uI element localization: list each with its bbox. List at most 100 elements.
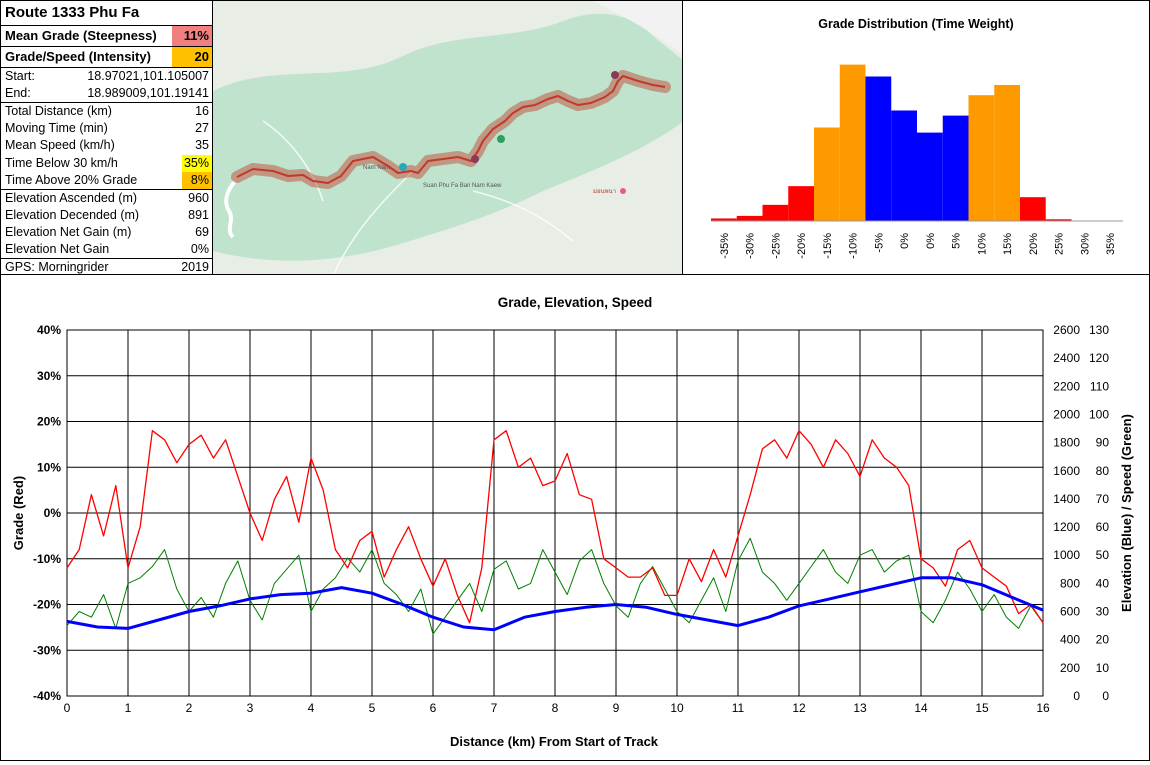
route-map[interactable]: Suan Phu Fa Ban Nam Kaew Nam Nam ม่อนพนา (212, 0, 683, 275)
map-canvas[interactable]: Suan Phu Fa Ban Nam Kaew Nam Nam ม่อนพนา (213, 1, 683, 275)
left-tick-label: 40% (37, 323, 61, 337)
stats-title-row: Route 1333 Phu Fa (1, 2, 212, 24)
left-tick-label: 20% (37, 415, 61, 429)
histogram-bar (1045, 219, 1072, 221)
mean-grade-label: Mean Grade (Steepness) (5, 28, 157, 43)
below30-row: Time Below 30 km/h 35% (1, 155, 212, 172)
x-tick-label: 0 (64, 701, 71, 715)
end-label: End: (5, 86, 31, 100)
histogram-bar (762, 204, 789, 221)
left-axis-title: Grade (Red) (11, 476, 26, 550)
speed-tick-label: 130 (1089, 323, 1109, 337)
grade-series-line (66, 430, 1044, 624)
left-tick-label: 0% (44, 506, 62, 520)
x-axis-title: Distance (km) From Start of Track (450, 734, 659, 749)
left-tick-label: -40% (33, 689, 61, 703)
x-tick-label: 4 (308, 701, 315, 715)
speed-tick-label: 60 (1096, 520, 1110, 534)
map-label: Suan Phu Fa Ban Nam Kaew (423, 183, 502, 189)
gps-value: 2019 (181, 260, 209, 274)
x-tick-label: 3 (247, 701, 254, 715)
desc-value: 891 (188, 208, 209, 222)
below30-value: 35% (182, 155, 212, 172)
map-label: ม่อนพนา (593, 188, 616, 195)
poi-marker[interactable] (471, 155, 479, 163)
left-tick-label: 30% (37, 369, 61, 383)
histogram-tick-label: 5% (951, 233, 963, 249)
stats-panel: Route 1333 Phu Fa Mean Grade (Steepness)… (0, 0, 213, 275)
net-gain-value: 69 (195, 225, 209, 239)
moving-time-value: 27 (195, 121, 209, 135)
elevation-tick-label: 2400 (1053, 351, 1080, 365)
elevation-tick-label: 0 (1073, 689, 1080, 703)
poi-marker[interactable] (399, 163, 407, 171)
x-tick-label: 2 (186, 701, 193, 715)
poi-marker[interactable] (620, 188, 626, 194)
x-tick-label: 10 (670, 701, 684, 715)
right-axis-title: Elevation (Blue) / Speed (Green) (1119, 414, 1134, 612)
histogram-bar (788, 186, 814, 221)
speed-tick-label: 0 (1102, 689, 1109, 703)
histogram-tick-label: 30% (1079, 233, 1091, 255)
total-distance-label: Total Distance (km) (5, 104, 112, 118)
elevation-tick-label: 1400 (1053, 492, 1080, 506)
histogram-bar (994, 85, 1020, 221)
intensity-value: 20 (172, 47, 212, 67)
histogram-tick-label: -30% (745, 233, 757, 259)
elevation-tick-label: 2600 (1053, 323, 1080, 337)
poi-marker[interactable] (497, 135, 505, 143)
moving-time-label: Moving Time (min) (5, 121, 108, 135)
elevation-tick-label: 2000 (1053, 407, 1080, 421)
histogram-tick-label: -35% (719, 233, 731, 259)
route-title: Route 1333 Phu Fa (5, 4, 140, 21)
end-row: End: 18.989009,101.19141 (1, 85, 212, 102)
elevation-tick-label: 1000 (1053, 548, 1080, 562)
x-tick-label: 5 (369, 701, 376, 715)
minor-roads (262, 120, 574, 274)
x-tick-label: 7 (491, 701, 498, 715)
poi-marker[interactable] (611, 71, 619, 79)
elevation-tick-label: 1800 (1053, 436, 1080, 450)
histogram-bar (917, 132, 943, 221)
speed-tick-label: 40 (1096, 576, 1110, 590)
elevation-tick-label: 2200 (1053, 379, 1080, 393)
urban-area (593, 1, 682, 55)
histogram-title: Grade Distribution (Time Weight) (818, 17, 1013, 31)
elevation-tick-label: 400 (1060, 633, 1080, 647)
histogram-tick-label: -10% (848, 233, 860, 259)
above20-label: Time Above 20% Grade (5, 173, 138, 187)
x-tick-label: 8 (552, 701, 559, 715)
left-tick-label: 10% (37, 460, 61, 474)
speed-tick-label: 100 (1089, 407, 1109, 421)
histogram-bar (839, 64, 866, 221)
histogram-tick-label: 25% (1054, 233, 1066, 255)
intensity-label: Grade/Speed (Intensity) (5, 49, 151, 64)
speed-tick-label: 90 (1096, 436, 1110, 450)
speed-tick-label: 30 (1096, 605, 1110, 619)
speed-tick-label: 80 (1096, 464, 1110, 478)
end-value: 18.989009,101.19141 (87, 86, 209, 100)
gps-row: GPS: Morningrider 2019 (1, 259, 212, 276)
elevation-series-line (66, 576, 1044, 632)
grade-elevation-speed-panel: Grade, Elevation, Speed 0 1 2 3 4 5 6 7 8 9 10 11 12… (0, 274, 1150, 761)
histogram-bar (711, 218, 737, 221)
map-label: Nam Nam (363, 165, 390, 171)
histogram-tick-label: 0% (925, 233, 937, 249)
moving-time-row: Moving Time (min) 27 (1, 120, 212, 137)
main-road (224, 179, 237, 239)
histogram-bar (1020, 197, 1046, 221)
grade-distribution-chart: Grade Distribution (Time Weight) -35% -30… (711, 17, 1123, 259)
asc-value: 960 (188, 191, 209, 205)
histogram-tick-label: 20% (1028, 233, 1040, 255)
mean-speed-value: 35 (195, 138, 209, 152)
histogram-bar (968, 95, 995, 221)
net-gain-pct-label: Elevation Net Gain (5, 242, 110, 256)
histogram-tick-label: -15% (822, 233, 834, 259)
histogram-bar (865, 76, 892, 221)
x-tick-label: 12 (792, 701, 806, 715)
forest-area (213, 13, 682, 261)
total-distance-value: 16 (195, 104, 209, 118)
intensity-row: Grade/Speed (Intensity) 20 (1, 47, 212, 67)
net-gain-row: Elevation Net Gain (m) 69 (1, 224, 212, 241)
histogram-bar (891, 110, 917, 221)
